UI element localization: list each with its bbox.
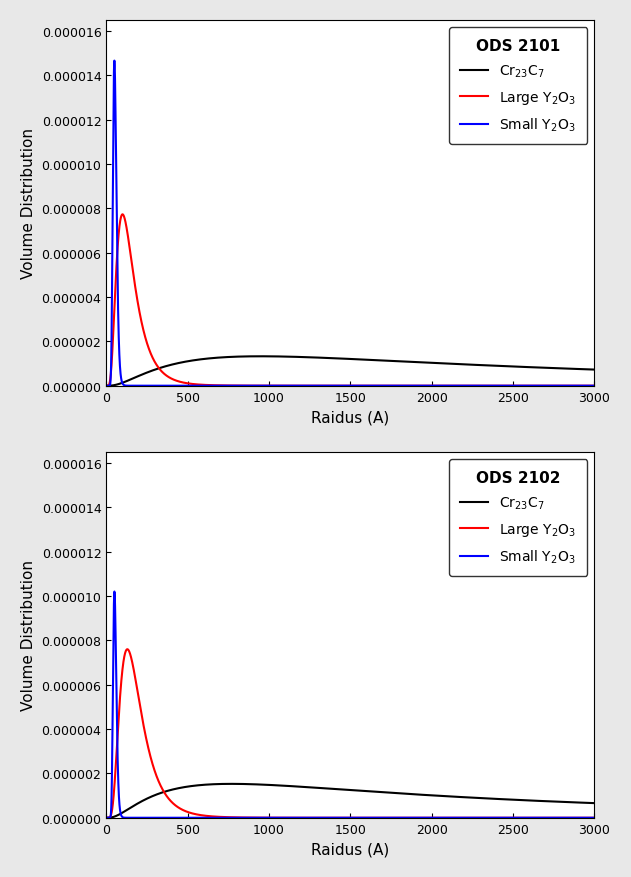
Legend: Cr$_{23}$C$_7$, Large Y$_2$O$_3$, Small Y$_2$O$_3$: Cr$_{23}$C$_7$, Large Y$_2$O$_3$, Small … (449, 460, 587, 576)
X-axis label: Raidus (A): Raidus (A) (311, 841, 389, 856)
Y-axis label: Volume Distribution: Volume Distribution (21, 560, 36, 710)
Y-axis label: Volume Distribution: Volume Distribution (21, 128, 36, 279)
X-axis label: Raidus (A): Raidus (A) (311, 410, 389, 424)
Legend: Cr$_{23}$C$_7$, Large Y$_2$O$_3$, Small Y$_2$O$_3$: Cr$_{23}$C$_7$, Large Y$_2$O$_3$, Small … (449, 28, 587, 145)
